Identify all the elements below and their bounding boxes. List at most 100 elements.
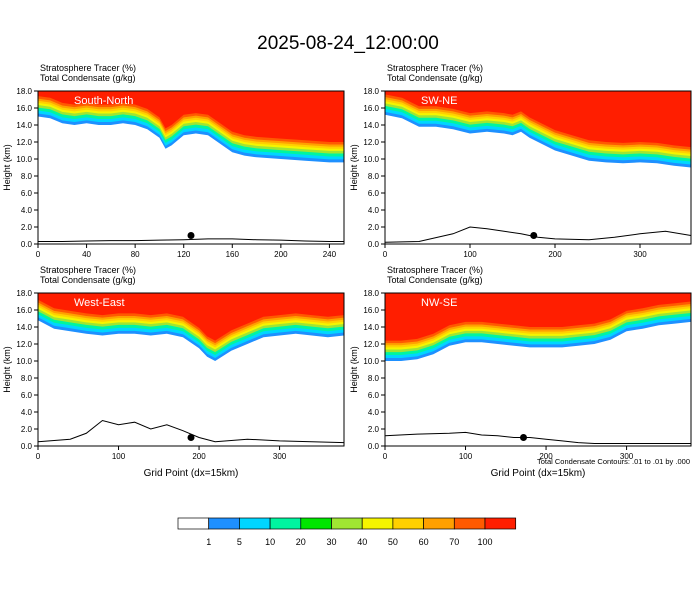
- tracer-field: [38, 91, 344, 242]
- x-tick-label: 0: [36, 250, 41, 259]
- colorbar-box-0: [177, 517, 210, 530]
- y-tick-label: 8.0: [368, 172, 380, 181]
- y-axis-label: Height (km): [349, 346, 359, 393]
- terrain-line: [385, 431, 691, 444]
- tracer-field: [385, 293, 691, 444]
- panel-title-condensate: Total Condensate (g/kg): [40, 73, 136, 83]
- x-tick-label: 300: [273, 452, 287, 461]
- y-tick-label: 0.0: [21, 240, 33, 249]
- x-tick-label: 80: [131, 250, 140, 259]
- colorbar-label: 70: [449, 537, 459, 547]
- colorbar-label: 5: [237, 537, 242, 547]
- y-tick-label: 6.0: [368, 391, 380, 400]
- y-tick-label: 6.0: [21, 189, 33, 198]
- y-tick-label: 6.0: [368, 189, 380, 198]
- y-tick-label: 16.0: [363, 104, 379, 113]
- location-marker: [187, 434, 195, 441]
- colorbar-box-9: [453, 517, 486, 530]
- y-tick-label: 10.0: [16, 155, 32, 164]
- x-tick-label: 0: [383, 452, 388, 461]
- tracer-band-max: [38, 293, 344, 341]
- figure-title: 2025-08-24_12:00:00: [257, 33, 439, 54]
- panel-title-tracer: Stratosphere Tracer (%): [387, 265, 483, 275]
- colorbar-box-6: [361, 517, 394, 530]
- y-tick-label: 18.0: [16, 87, 32, 96]
- colorbar-box-10: [484, 517, 517, 530]
- plot-frame: [384, 90, 692, 245]
- y-tick-label: 2.0: [368, 425, 380, 434]
- colorbar-label: 30: [326, 537, 336, 547]
- x-axis-label: Grid Point (dx=15km): [144, 468, 239, 479]
- x-tick-label: 240: [323, 250, 337, 259]
- tracer-field: [38, 293, 344, 444]
- plot-frame: [37, 292, 345, 447]
- panel-south-north: Stratosphere Tracer (%)Total Condensate …: [2, 63, 345, 259]
- tracer-band-max: [38, 91, 344, 142]
- y-tick-label: 14.0: [363, 121, 379, 130]
- y-tick-label: 16.0: [16, 306, 32, 315]
- panel-title-condensate: Total Condensate (g/kg): [387, 275, 483, 285]
- x-axis-label: Grid Point (dx=15km): [491, 468, 586, 479]
- y-tick-label: 0.0: [368, 240, 380, 249]
- panel-west-east: Stratosphere Tracer (%)Total Condensate …: [2, 265, 345, 479]
- y-tick-label: 8.0: [21, 172, 33, 181]
- x-tick-label: 0: [36, 452, 41, 461]
- y-tick-label: 2.0: [21, 223, 33, 232]
- x-tick-label: 300: [620, 452, 634, 461]
- location-marker: [187, 232, 195, 239]
- tracer-band-max: [385, 91, 691, 148]
- colorbar-label: 50: [388, 537, 398, 547]
- panel-sw-ne: Stratosphere Tracer (%)Total Condensate …: [349, 63, 692, 259]
- y-tick-label: 2.0: [21, 425, 33, 434]
- location-marker: [520, 434, 528, 441]
- y-tick-label: 12.0: [16, 340, 32, 349]
- y-tick-label: 8.0: [368, 374, 380, 383]
- colorbar-box-1: [208, 517, 240, 530]
- y-tick-label: 4.0: [368, 206, 380, 215]
- x-tick-label: 100: [112, 452, 126, 461]
- y-tick-label: 10.0: [363, 155, 379, 164]
- colorbar-label: 40: [357, 537, 367, 547]
- panel-title-condensate: Total Condensate (g/kg): [40, 275, 136, 285]
- y-tick-label: 18.0: [363, 289, 379, 298]
- panel-title-tracer: Stratosphere Tracer (%): [40, 265, 136, 275]
- y-tick-label: 12.0: [363, 340, 379, 349]
- y-tick-label: 16.0: [16, 104, 32, 113]
- x-tick-label: 100: [459, 452, 473, 461]
- panel-label: NW-SE: [421, 297, 457, 309]
- plot-frame: [384, 292, 692, 447]
- x-tick-label: 120: [177, 250, 191, 259]
- colorbar-box-8: [423, 517, 455, 530]
- y-tick-label: 2.0: [368, 223, 380, 232]
- y-tick-label: 4.0: [21, 206, 33, 215]
- colorbar-box-4: [300, 517, 332, 530]
- y-tick-label: 12.0: [16, 138, 32, 147]
- y-tick-label: 14.0: [363, 323, 379, 332]
- y-axis-label: Height (km): [349, 144, 359, 191]
- y-tick-label: 4.0: [21, 408, 33, 417]
- colorbar-box-7: [392, 517, 424, 530]
- y-tick-label: 0.0: [21, 442, 33, 451]
- panel-title-tracer: Stratosphere Tracer (%): [387, 63, 483, 73]
- terrain-line: [385, 226, 691, 243]
- x-tick-label: 100: [463, 250, 477, 259]
- y-tick-label: 0.0: [368, 442, 380, 451]
- tracer-field: [385, 91, 691, 243]
- panel-label: SW-NE: [421, 95, 457, 107]
- y-tick-label: 16.0: [363, 306, 379, 315]
- y-tick-label: 14.0: [16, 323, 32, 332]
- panel-nw-se: Stratosphere Tracer (%)Total Condensate …: [349, 265, 692, 479]
- colorbar-box-5: [331, 517, 363, 530]
- x-tick-label: 40: [82, 250, 91, 259]
- colorbar-box-2: [239, 517, 271, 530]
- x-tick-label: 200: [539, 452, 553, 461]
- terrain-line: [38, 238, 344, 242]
- x-tick-label: 0: [383, 250, 388, 259]
- x-tick-label: 300: [633, 250, 647, 259]
- x-tick-label: 160: [226, 250, 240, 259]
- y-axis-label: Height (km): [2, 346, 12, 393]
- colorbar-label: 10: [265, 537, 275, 547]
- x-tick-label: 200: [548, 250, 562, 259]
- y-tick-label: 10.0: [16, 357, 32, 366]
